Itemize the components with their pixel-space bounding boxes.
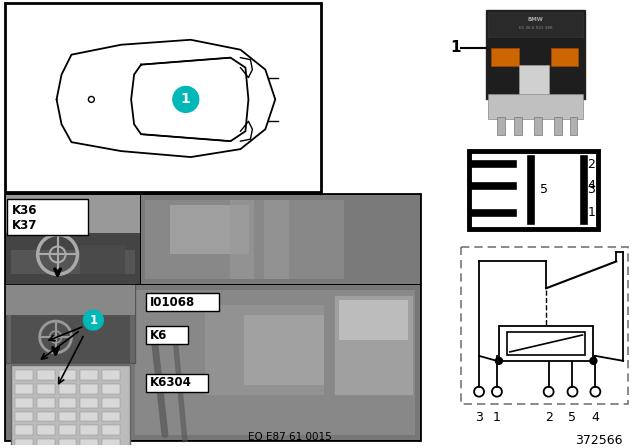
Bar — [554, 117, 561, 135]
Bar — [58, 412, 76, 422]
Bar — [6, 195, 140, 284]
Bar — [6, 195, 140, 233]
Bar — [15, 439, 33, 448]
Bar — [486, 10, 586, 99]
Bar — [499, 326, 593, 361]
Bar — [244, 315, 324, 385]
Bar — [81, 384, 99, 394]
Bar — [102, 398, 120, 408]
Bar — [36, 384, 54, 394]
Circle shape — [495, 358, 502, 364]
Bar — [36, 370, 54, 380]
Bar — [6, 285, 135, 315]
Bar — [36, 412, 54, 422]
Bar — [7, 199, 88, 235]
Text: 372566: 372566 — [575, 434, 622, 447]
Bar — [15, 426, 33, 435]
Circle shape — [173, 86, 199, 112]
Bar — [15, 398, 33, 408]
Bar — [469, 151, 598, 228]
Bar — [81, 412, 99, 422]
Circle shape — [590, 358, 597, 364]
Bar — [514, 117, 522, 135]
Bar — [102, 439, 120, 448]
Bar — [141, 195, 420, 284]
Text: 3: 3 — [588, 183, 595, 196]
Text: 5: 5 — [540, 183, 548, 196]
Text: 1: 1 — [588, 206, 595, 219]
Bar — [58, 398, 76, 408]
Bar — [81, 439, 99, 448]
Bar — [534, 117, 541, 135]
Bar — [102, 412, 120, 422]
Bar — [497, 117, 505, 135]
Bar — [6, 285, 420, 440]
Bar — [15, 412, 33, 422]
Bar — [58, 439, 76, 448]
Bar — [102, 370, 120, 380]
Bar — [6, 285, 135, 363]
Bar — [146, 326, 188, 344]
Text: 2: 2 — [588, 158, 595, 171]
Circle shape — [83, 310, 103, 330]
Bar — [102, 426, 120, 435]
Bar — [491, 48, 519, 65]
Bar — [58, 384, 76, 394]
Bar — [81, 370, 99, 380]
Bar — [36, 439, 54, 448]
Bar — [6, 230, 140, 284]
Bar — [5, 3, 321, 192]
Bar — [146, 293, 219, 311]
Text: 1: 1 — [181, 92, 191, 107]
Bar — [461, 246, 628, 404]
Bar — [488, 12, 584, 37]
Text: K37: K37 — [12, 219, 37, 232]
Bar — [339, 300, 408, 340]
Text: 4: 4 — [591, 411, 599, 424]
Bar — [135, 290, 415, 435]
Text: EO E87 61 0015: EO E87 61 0015 — [248, 432, 332, 442]
Bar — [36, 398, 54, 408]
Bar — [264, 200, 289, 280]
Bar — [58, 370, 76, 380]
Bar — [230, 200, 254, 280]
Bar — [102, 384, 120, 394]
Bar — [36, 426, 54, 435]
Bar — [519, 65, 548, 95]
Bar — [205, 305, 324, 395]
Bar — [5, 194, 420, 440]
Bar — [81, 398, 99, 408]
Text: 1: 1 — [493, 411, 501, 424]
Text: K36: K36 — [12, 204, 37, 217]
Bar — [11, 315, 130, 363]
Text: K6: K6 — [150, 328, 168, 341]
Bar — [15, 370, 33, 380]
Text: 5: 5 — [568, 411, 577, 424]
Text: 61 36 6 921 388: 61 36 6 921 388 — [519, 26, 552, 30]
Bar — [146, 374, 207, 392]
Text: 2: 2 — [545, 411, 552, 424]
Bar — [570, 117, 577, 135]
Bar — [145, 200, 344, 280]
Bar — [507, 332, 586, 355]
Bar — [550, 48, 579, 65]
Bar — [15, 384, 33, 394]
Bar — [11, 250, 135, 274]
Bar — [170, 205, 250, 254]
Bar — [58, 426, 76, 435]
Bar — [334, 295, 413, 395]
Bar — [488, 95, 584, 119]
Text: BMW: BMW — [528, 17, 543, 22]
Text: 1: 1 — [90, 314, 97, 327]
Text: 3: 3 — [475, 411, 483, 424]
Bar — [11, 365, 130, 448]
Text: K6304: K6304 — [150, 376, 192, 389]
Bar — [81, 426, 99, 435]
Text: 4: 4 — [588, 179, 595, 192]
Text: I01068: I01068 — [150, 296, 195, 309]
Bar — [81, 245, 125, 274]
Text: 1: 1 — [450, 40, 460, 55]
